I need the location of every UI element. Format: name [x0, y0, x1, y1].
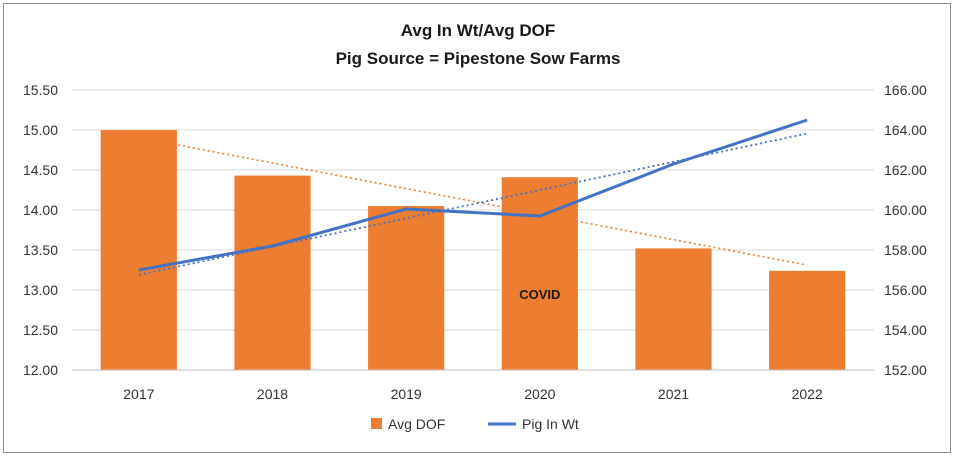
bar-2018: [234, 175, 311, 370]
x-tick-label: 2019: [391, 386, 422, 402]
y-right-tick-label: 158.00: [884, 242, 927, 258]
x-tick-label: 2020: [524, 386, 555, 402]
legend-label-pig-in-wt: Pig In Wt: [522, 416, 579, 432]
y-right-tick-label: 164.00: [884, 122, 927, 138]
avg-dof-trendline: [138, 136, 808, 266]
bar-2020: [501, 177, 578, 370]
y-left-tick-label: 14.50: [23, 162, 58, 178]
combo-chart: Avg In Wt/Avg DOF Pig Source = Pipestone…: [23, 21, 927, 432]
y-left-tick-label: 12.00: [23, 362, 58, 378]
annotations: COVID: [519, 287, 560, 302]
y-right-tick-label: 166.00: [884, 82, 927, 98]
chart-title: Avg In Wt/Avg DOF: [401, 21, 556, 40]
y-left-tick-label: 14.00: [23, 202, 58, 218]
y-right-tick-label: 152.00: [884, 362, 927, 378]
y-right-tick-label: 156.00: [884, 282, 927, 298]
bar-2019: [368, 206, 445, 370]
y-right-tick-label: 162.00: [884, 162, 927, 178]
y-left-tick-label: 12.50: [23, 322, 58, 338]
y-left-tick-label: 13.00: [23, 282, 58, 298]
trendlines: [138, 132, 808, 276]
x-tick-label: 2017: [123, 386, 154, 402]
legend-label-avg-dof: Avg DOF: [388, 416, 445, 432]
y-right-tick-label: 160.00: [884, 202, 927, 218]
y-left-tick-label: 13.50: [23, 242, 58, 258]
legend: Avg DOF Pig In Wt: [371, 416, 579, 432]
pig-in-wt-line: [138, 118, 808, 272]
y-right-tick-label: 154.00: [884, 322, 927, 338]
x-tick-label: 2018: [257, 386, 288, 402]
covid-annotation: COVID: [519, 287, 560, 302]
chart-frame: Avg In Wt/Avg DOF Pig Source = Pipestone…: [3, 3, 951, 453]
bar-2022: [769, 270, 846, 370]
pig-in-wt-trendline: [138, 132, 808, 276]
bar-2021: [635, 248, 712, 370]
y-left-tick-label: 15.50: [23, 82, 58, 98]
bar-series-avg-dof: [100, 130, 846, 370]
gridlines: [72, 89, 874, 371]
chart-subtitle: Pig Source = Pipestone Sow Farms: [336, 49, 621, 68]
legend-swatch-avg-dof: [371, 418, 382, 429]
y-left-tick-label: 15.00: [23, 122, 58, 138]
bar-2017: [100, 130, 177, 370]
x-tick-label: 2022: [792, 386, 823, 402]
axes: 12.00 12.50 13.00 13.50 14.00 14.50 15.00 15.50…: [23, 82, 927, 402]
line-series-pig-in-wt: [138, 118, 808, 272]
x-tick-label: 2021: [658, 386, 689, 402]
